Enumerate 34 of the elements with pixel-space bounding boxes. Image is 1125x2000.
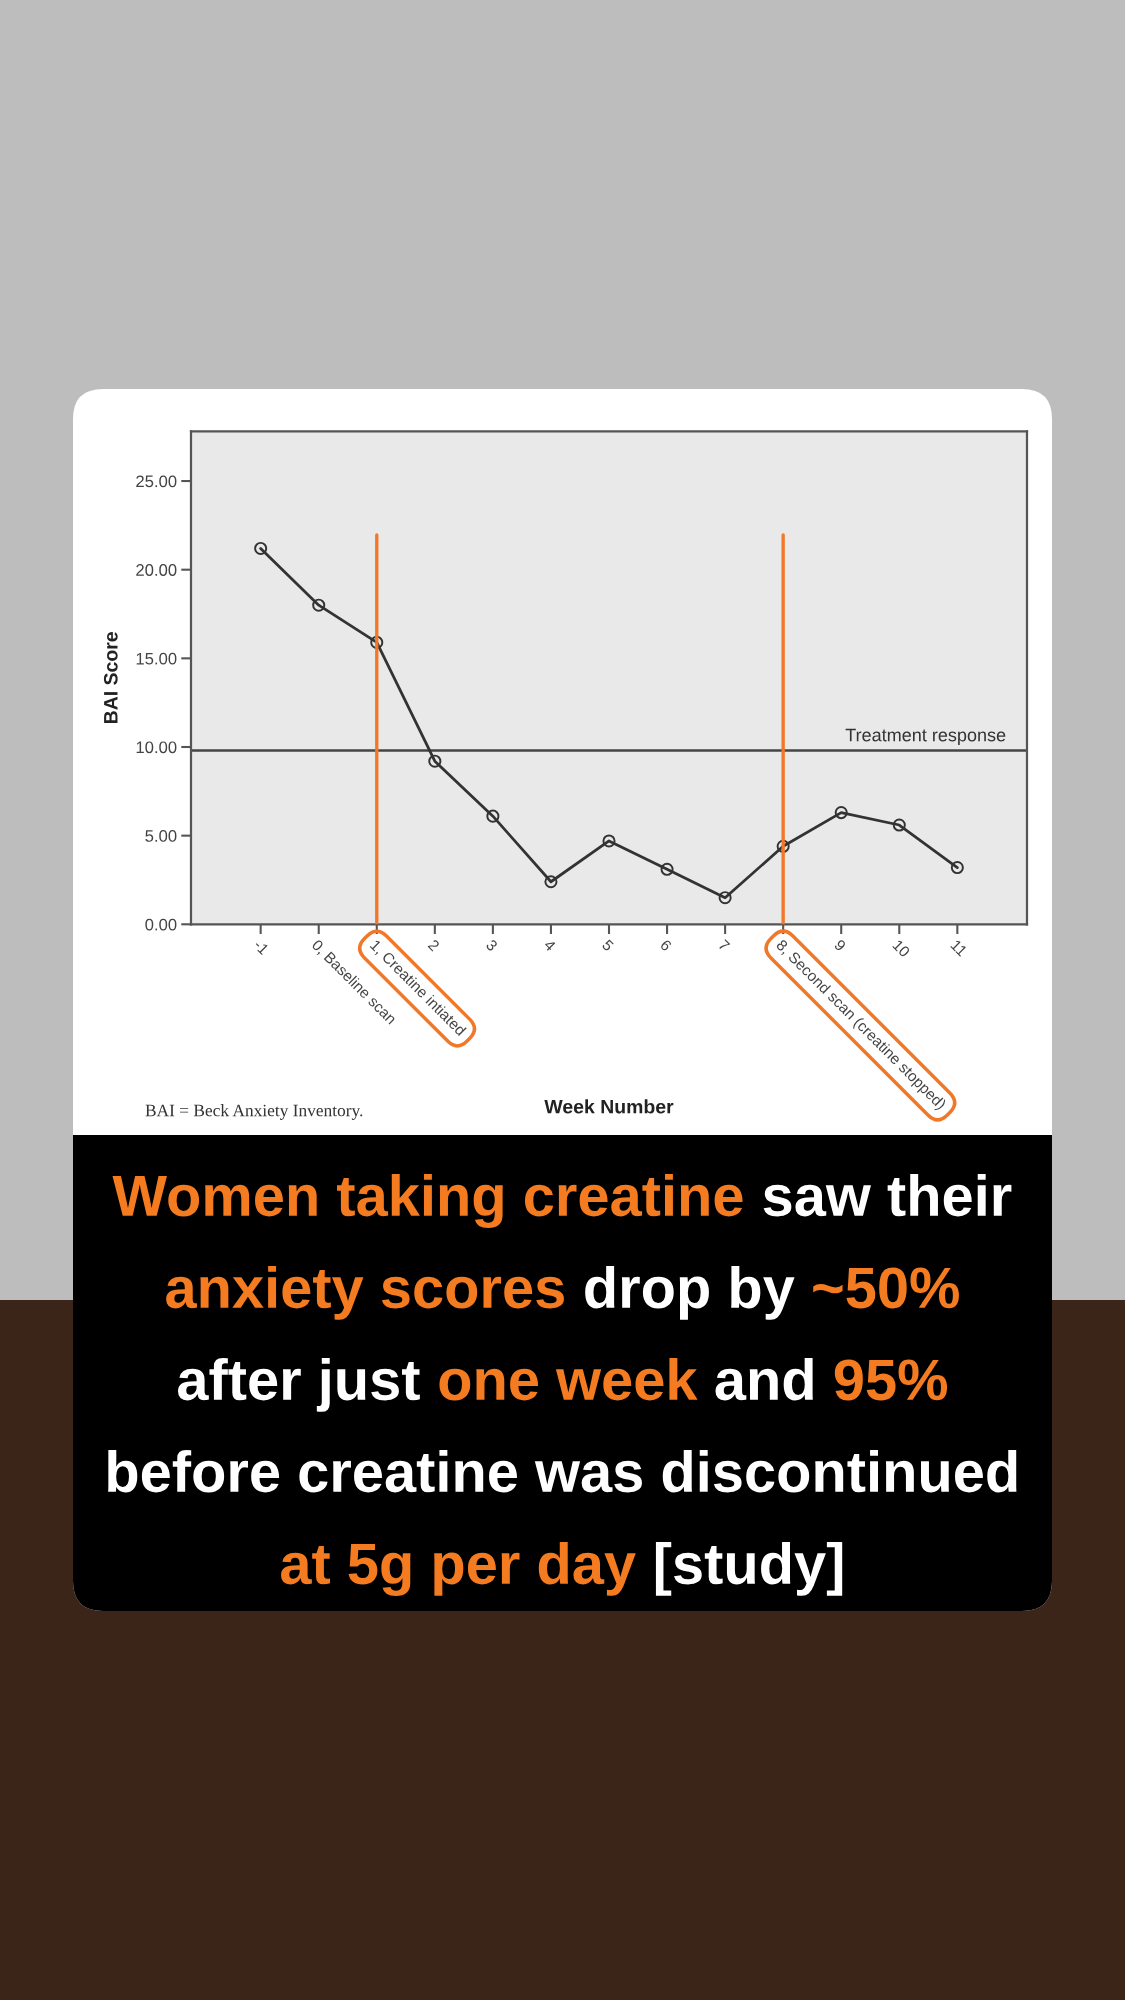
point [544, 875, 558, 889]
x-tick-label: -1 [253, 939, 270, 956]
y-tick-label: 25.00 [136, 475, 177, 488]
y-tick-label: 0.00 [145, 918, 177, 931]
x-tick-label: 5 [601, 939, 615, 952]
x-tick-label: 11 [950, 939, 968, 957]
chart-title: Women taking creatine saw their anxiety scores drop by ~50% after just one week and 95% before creatine was discontinued at 5g per day [study] [108, 1173, 1017, 1597]
point [312, 598, 326, 612]
x-axis-title: Week Number [544, 1099, 674, 1114]
y-tick-label: 10.00 [136, 741, 177, 754]
point [370, 635, 384, 649]
point [892, 818, 906, 832]
y-tick-label: 20.00 [136, 564, 177, 576]
x-tick-label: 9 [833, 938, 847, 952]
y-axis-title: BAI Score [103, 632, 118, 724]
y-tick-label: 15.00 [136, 652, 177, 665]
x-tick-label: 6 [659, 939, 673, 952]
point [254, 541, 268, 555]
y-tick-label: 5.00 [145, 830, 177, 842]
text: BAI = Beck Anxiety Inventory. [145, 1104, 363, 1120]
point [486, 809, 500, 823]
x-tick-label: 2 [427, 939, 441, 952]
x-tick-label: 10 [892, 939, 911, 958]
x-tick-label: 7 [717, 939, 731, 952]
point [834, 806, 848, 820]
x-tick-label: 4 [543, 938, 557, 952]
point [602, 834, 616, 848]
point [950, 861, 964, 875]
point [660, 862, 674, 876]
point [428, 754, 442, 768]
point [718, 891, 732, 905]
point [776, 839, 790, 853]
ref-line-label: Treatment response [845, 728, 1006, 745]
x-tick-label: 3 [485, 938, 499, 952]
